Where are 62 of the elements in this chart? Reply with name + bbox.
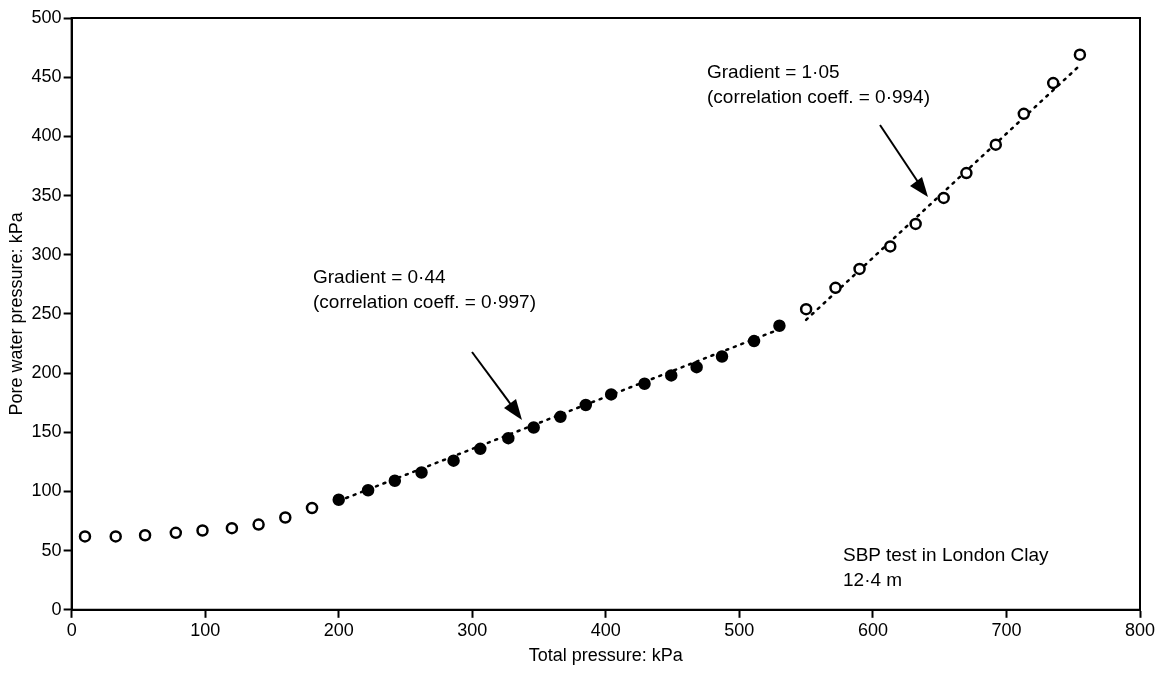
point (937, 191, 950, 205)
annotation: Gradient = 1·05 (correlation coeff. = 0·994) (707, 60, 931, 107)
y-tick-label: 250 (31, 302, 62, 323)
point (829, 281, 842, 295)
point (773, 319, 786, 332)
point (225, 521, 239, 535)
y-tick-label: 450 (31, 66, 62, 87)
y-tick-label: 100 (31, 480, 62, 501)
x-axis-title: Total pressure: kPa (528, 645, 684, 666)
x-tick-label: 600 (857, 619, 888, 640)
point (665, 369, 678, 382)
point (1046, 76, 1060, 90)
y-tick-label: 400 (31, 125, 62, 146)
point (884, 240, 897, 253)
point (799, 302, 813, 316)
point (196, 524, 209, 537)
point (960, 166, 973, 180)
point (579, 398, 593, 412)
point (527, 421, 540, 434)
point (138, 528, 152, 542)
y-tick-label: 500 (31, 6, 62, 27)
y-tick-label: 50 (41, 539, 62, 560)
point (747, 334, 761, 348)
point (279, 511, 292, 524)
point (447, 454, 460, 467)
point (361, 484, 375, 497)
y-tick-label: 350 (31, 184, 62, 205)
y-tick-label: 0 (51, 598, 62, 619)
point (989, 138, 1003, 151)
point (1073, 48, 1087, 61)
y-tick-label: 150 (31, 421, 62, 442)
point (1017, 107, 1031, 121)
x-tick-label: 400 (590, 619, 621, 640)
point (252, 518, 265, 531)
x-tick-label: 0 (66, 619, 77, 640)
point (332, 493, 345, 506)
point (415, 466, 428, 479)
point (715, 350, 729, 363)
y-tick-label: 200 (31, 362, 62, 383)
point (554, 410, 567, 424)
point (909, 217, 922, 231)
x-tick-label: 700 (991, 619, 1022, 640)
point (502, 431, 515, 445)
y-tick-label: 300 (31, 243, 62, 264)
x-tick-label: 500 (724, 619, 755, 640)
point (78, 530, 92, 543)
point (169, 526, 183, 540)
point (109, 530, 122, 543)
point (690, 360, 703, 374)
y-axis-title: Pore water pressure: kPa (5, 211, 26, 416)
point (638, 377, 651, 390)
x-tick-label: 200 (323, 619, 354, 640)
x-tick-label: 300 (457, 619, 488, 640)
annotation: SBP test in London Clay 12·4 m (843, 543, 1050, 590)
annotation: Gradient = 0·44 (correlation coeff. = 0·997) (313, 265, 537, 312)
point (305, 501, 319, 515)
point (604, 388, 618, 401)
point (853, 262, 866, 276)
point (388, 474, 402, 488)
x-tick-label: 100 (190, 619, 221, 640)
point (474, 442, 487, 456)
x-tick-label: 800 (1124, 619, 1156, 640)
